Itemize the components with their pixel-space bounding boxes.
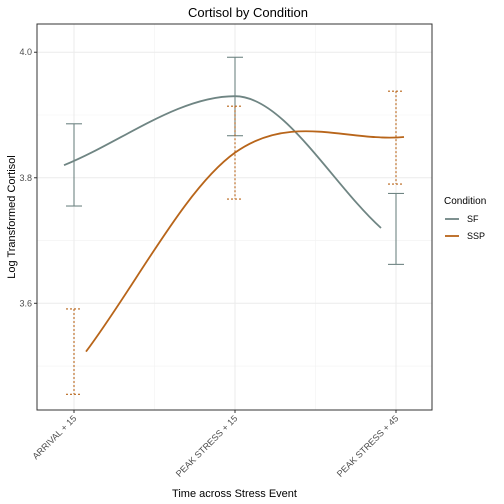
y-tick-label: 3.8: [19, 173, 32, 183]
series-layer: [63, 56, 405, 395]
series-line-ssp: [85, 130, 405, 353]
y-axis-title: Log Transformed Cortisol: [6, 155, 18, 279]
legend-label: SSP: [467, 231, 485, 241]
y-axis: 3.6 3.8 4.0: [19, 47, 37, 308]
legend-item-ssp: SSP: [444, 228, 485, 244]
chart-title: Cortisol by Condition: [188, 5, 308, 20]
errorbar-sf: [66, 123, 82, 207]
y-tick-label: 3.6: [19, 298, 32, 308]
legend-item-sf: SF: [444, 211, 479, 227]
plot-panel: [36, 23, 433, 411]
errorbar-ssp: [66, 308, 82, 395]
series-ssp: [66, 90, 405, 395]
y-tick-label: 4.0: [19, 47, 32, 57]
errorbar-sf: [388, 192, 404, 265]
series-sf: [63, 56, 404, 265]
legend-title: Condition: [444, 196, 486, 207]
errorbar-ssp: [227, 105, 243, 200]
legend: Condition SF SSP: [444, 196, 486, 244]
errorbar-ssp: [388, 90, 404, 185]
x-axis-title: Time across Stress Event: [172, 488, 297, 500]
legend-label: SF: [467, 214, 479, 224]
series-line-sf: [63, 95, 382, 229]
